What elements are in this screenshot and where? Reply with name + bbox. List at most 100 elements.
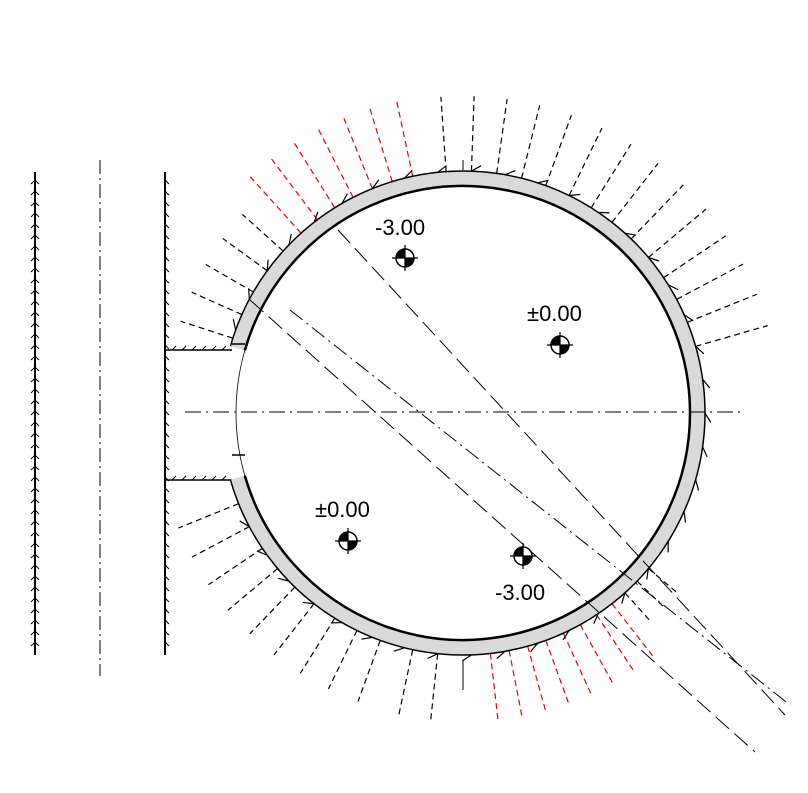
corridor-ticks: [171, 345, 227, 481]
dashed-ray-black: [397, 649, 414, 719]
wall-tick: [30, 608, 40, 614]
wall-tick: [164, 399, 170, 405]
marker-quadrant: [348, 541, 357, 550]
wall-ticks: [30, 179, 170, 647]
wall-tick: [30, 388, 40, 394]
wall-tick: [30, 520, 40, 526]
wall-tick: [164, 421, 170, 427]
wall-tick: [30, 234, 40, 240]
ring-tick: [537, 179, 549, 184]
diagonal-dashdot-line: [289, 309, 791, 706]
marker-quadrant: [560, 345, 569, 354]
ring-tick: [371, 179, 380, 189]
ring-tick: [569, 193, 581, 197]
dashed-ray-black: [327, 630, 358, 690]
corridor-tick: [201, 475, 207, 481]
level-label-2: ±0.00: [527, 301, 582, 326]
wall-tick: [30, 564, 40, 570]
wall-tick: [30, 542, 40, 548]
ring-tick: [593, 613, 599, 625]
level-markers: -3.00 ±0.00 ±0.00 -3.00: [315, 215, 582, 605]
wall-tick: [30, 179, 40, 185]
wall-tick: [30, 641, 40, 647]
wall-tick: [164, 355, 170, 361]
corridor-tick: [171, 475, 177, 481]
marker-quadrant: [405, 258, 414, 267]
dashed-ray-black: [299, 617, 336, 674]
dashed-ray-black: [205, 263, 254, 293]
dashed-ray-black: [676, 263, 744, 300]
dashed-ray-black: [357, 640, 381, 702]
wall-tick: [164, 487, 170, 493]
ring-tick: [393, 647, 405, 652]
corridor-tick: [221, 475, 227, 481]
opening-arc: [235, 350, 246, 476]
ring-tick: [704, 412, 712, 423]
wall-tick: [30, 498, 40, 504]
wall-tick: [30, 454, 40, 460]
dashed-ray-red: [508, 650, 524, 720]
dashed-ray-red: [247, 173, 302, 234]
ring-tick: [702, 378, 711, 389]
dashed-ray-black: [545, 114, 572, 186]
wall-tick: [164, 509, 170, 515]
wall-tick: [164, 520, 170, 526]
dashed-ray-black: [178, 503, 239, 529]
dashed-ray-black: [647, 208, 707, 258]
ring-tick: [504, 170, 516, 176]
ring-inner-line: [243, 184, 692, 642]
corridor-tick: [171, 345, 177, 351]
wall-tick: [164, 564, 170, 570]
level-marker-3: [335, 528, 361, 554]
wall-tick: [30, 531, 40, 537]
dashed-ray-black: [520, 105, 541, 179]
wall-tick: [30, 201, 40, 207]
wall-tick: [164, 608, 170, 614]
wall-tick: [164, 443, 170, 449]
ring-tick: [624, 232, 637, 236]
diagonal-dashed-line-2: [249, 299, 756, 753]
wall-tick: [164, 201, 170, 207]
level-marker-symbol: [510, 543, 536, 569]
wall-tick: [164, 432, 170, 438]
wall-tick: [30, 355, 40, 361]
wall-tick: [30, 630, 40, 636]
wall-tick: [164, 454, 170, 460]
ring-tick: [277, 577, 290, 582]
corridor-tick: [221, 345, 227, 351]
ring-tick: [288, 233, 292, 246]
wall-tick: [164, 597, 170, 603]
wall-tick: [164, 344, 170, 350]
dashed-ray-black: [273, 603, 315, 656]
wall-tick: [164, 311, 170, 317]
wall-tick: [30, 619, 40, 625]
dashed-ray-black: [180, 320, 234, 339]
dashed-ray-black: [222, 237, 268, 272]
corridor-tick: [211, 475, 217, 481]
dashed-ray-black: [191, 526, 250, 558]
wall-tick: [164, 586, 170, 592]
corridor-tick: [211, 345, 217, 351]
corridor-tick: [191, 345, 197, 351]
wall-tick: [164, 388, 170, 394]
wall-tick: [30, 443, 40, 449]
dashed-ray-black: [647, 568, 680, 595]
corridor-tick: [201, 345, 207, 351]
ring-wall-fill: [230, 171, 705, 655]
wall-tick: [164, 267, 170, 273]
wall-tick: [164, 300, 170, 306]
ring-tick: [461, 654, 472, 662]
ring-tick: [598, 211, 610, 214]
wall-tick: [30, 597, 40, 603]
corridor-tick: [181, 345, 187, 351]
wall-tick: [164, 278, 170, 284]
wall-tick: [30, 377, 40, 383]
dashed-ray-red: [291, 139, 336, 209]
level-marker-2: [547, 332, 573, 358]
ring-tick: [427, 653, 438, 660]
wall-tick: [164, 333, 170, 339]
dashed-ray-black: [191, 291, 243, 316]
dashed-ray-black: [663, 235, 727, 279]
level-label-4: -3.00: [495, 580, 545, 605]
